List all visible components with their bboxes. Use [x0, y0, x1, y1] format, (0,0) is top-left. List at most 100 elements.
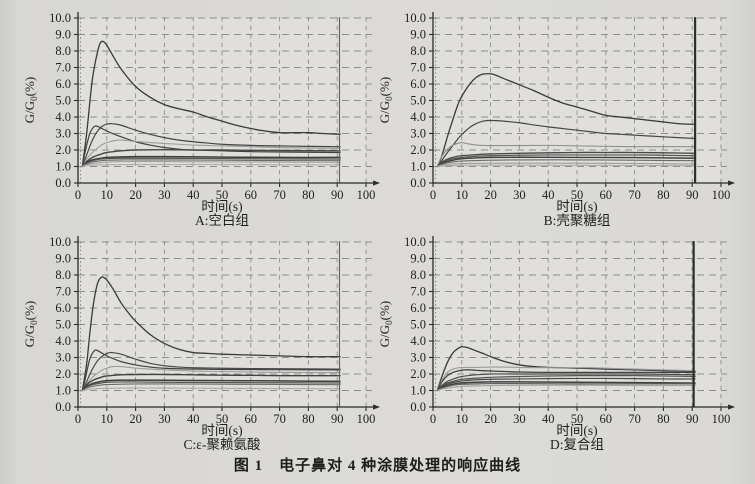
curve-s2	[436, 119, 696, 168]
x-axis-label: 时间(s)	[556, 199, 597, 214]
y-tick-label: 9.0	[410, 252, 426, 266]
figure-caption: 图 1 电子鼻对 4 种涂膜处理的响应曲线	[233, 458, 522, 474]
subplot-title-A: A:空白组	[195, 213, 249, 228]
chart-C: 0.0 1.0 2.0 3.0 4.0 5.0 6.0 7.0 8.0 9.0 10.0 0 10 20 3…	[22, 235, 380, 452]
curve-s8	[436, 162, 696, 168]
y-tick-label: 2.0	[410, 367, 426, 381]
x-tick-label: 90	[686, 412, 699, 426]
tick-labels: 0.0 1.0 2.0 3.0 4.0 5.0 6.0 7.0 8.0 9.0 10.0 0 10 20 3…	[49, 235, 375, 426]
x-tick-label: 30	[158, 412, 171, 426]
y-tick-label: 1.0	[410, 160, 426, 174]
y-tick-label: 3.0	[410, 351, 426, 365]
curve-s7	[436, 381, 696, 392]
curve-s10	[81, 163, 341, 168]
y-tick-label: 3.0	[55, 127, 71, 141]
y-tick-label: 3.0	[410, 127, 426, 141]
axes	[432, 12, 735, 186]
x-tick-label: 30	[158, 188, 171, 202]
y-axis-label: G/G0(%)	[377, 77, 394, 123]
curve-s4	[81, 139, 341, 168]
curve-s1	[436, 73, 696, 168]
x-tick-label: 10	[101, 188, 114, 202]
x-tick-label: 0	[430, 188, 436, 202]
curve-s2	[436, 366, 696, 392]
curve-s8	[436, 382, 696, 392]
x-axis-label: 时间(s)	[201, 199, 242, 214]
y-tick-label: 4.0	[410, 334, 426, 348]
chart-B: 0.0 1.0 2.0 3.0 4.0 5.0 6.0 7.0 8.0 9.0 10.0 0 10 20 3…	[377, 11, 735, 228]
curve-s4	[436, 151, 696, 168]
x-tick-label: 0	[75, 188, 81, 202]
x-tick-label: 60	[245, 188, 258, 202]
curve-s5	[81, 373, 341, 392]
y-tick-label: 10.0	[404, 235, 426, 249]
subplot-title-D: D:复合组	[550, 436, 604, 452]
y-axis-label: G/G0(%)	[22, 77, 39, 123]
tick-labels: 0.0 1.0 2.0 3.0 4.0 5.0 6.0 7.0 8.0 9.0 10.0 0 10 20 3…	[404, 235, 730, 426]
curve-s9	[436, 384, 696, 392]
y-tick-label: 2.0	[55, 143, 71, 157]
x-tick-label: 40	[542, 188, 555, 202]
curve-s1	[81, 276, 341, 392]
x-tick-label: 60	[600, 412, 613, 426]
series-curves	[436, 73, 696, 168]
curve-s6	[81, 379, 341, 392]
x-tick-label: 80	[302, 412, 315, 426]
y-tick-label: 2.0	[410, 143, 426, 157]
gridlines	[78, 239, 372, 407]
x-tick-label: 40	[187, 188, 200, 202]
curve-s3	[81, 125, 341, 168]
curve-s5	[436, 375, 696, 392]
x-tick-label: 10	[101, 412, 114, 426]
curve-s1	[436, 346, 696, 392]
curve-s6	[81, 155, 341, 168]
y-tick-label: 9.0	[55, 252, 71, 266]
x-tick-label: 10	[456, 188, 469, 202]
x-axis-label: 时间(s)	[201, 423, 242, 438]
x-axis-arrow-icon	[373, 180, 380, 186]
x-tick-label: 0	[75, 412, 81, 426]
x-tick-label: 40	[542, 412, 555, 426]
x-tick-label: 90	[331, 412, 344, 426]
y-tick-label: 7.0	[55, 61, 71, 75]
curve-s8	[81, 383, 341, 392]
curve-s9	[81, 387, 341, 392]
x-tick-label: 100	[357, 188, 376, 202]
curve-s8	[81, 159, 341, 168]
x-tick-label: 50	[216, 188, 229, 202]
x-tick-label: 20	[129, 188, 142, 202]
y-tick-label: 8.0	[410, 268, 426, 282]
x-tick-label: 20	[129, 412, 142, 426]
x-tick-label: 60	[245, 412, 258, 426]
y-tick-label: 0.0	[410, 176, 426, 190]
y-axis-label: G/G0(%)	[22, 301, 39, 347]
y-tick-label: 0.0	[55, 400, 71, 414]
y-tick-label: 5.0	[55, 94, 71, 108]
axes	[77, 236, 380, 410]
y-tick-label: 3.0	[55, 351, 71, 365]
curve-s2	[81, 349, 341, 392]
x-tick-label: 90	[686, 188, 699, 202]
curve-s7	[81, 381, 341, 392]
x-tick-label: 40	[187, 412, 200, 426]
x-tick-label: 30	[513, 188, 526, 202]
y-tick-label: 5.0	[410, 94, 426, 108]
x-tick-label: 10	[456, 412, 469, 426]
x-axis-arrow-icon	[373, 404, 380, 410]
curve-s5	[81, 148, 341, 168]
y-tick-label: 7.0	[410, 61, 426, 75]
x-tick-label: 70	[273, 188, 286, 202]
y-tick-label: 1.0	[55, 160, 71, 174]
y-tick-label: 6.0	[410, 301, 426, 315]
x-tick-label: 30	[513, 412, 526, 426]
series-curves	[81, 40, 341, 168]
y-tick-label: 8.0	[55, 44, 71, 58]
curve-s6	[436, 156, 696, 168]
y-tick-label: 0.0	[410, 400, 426, 414]
x-tick-label: 50	[571, 412, 584, 426]
y-tick-label: 8.0	[410, 44, 426, 58]
x-tick-label: 80	[302, 188, 315, 202]
x-axis-arrow-icon	[728, 180, 735, 186]
